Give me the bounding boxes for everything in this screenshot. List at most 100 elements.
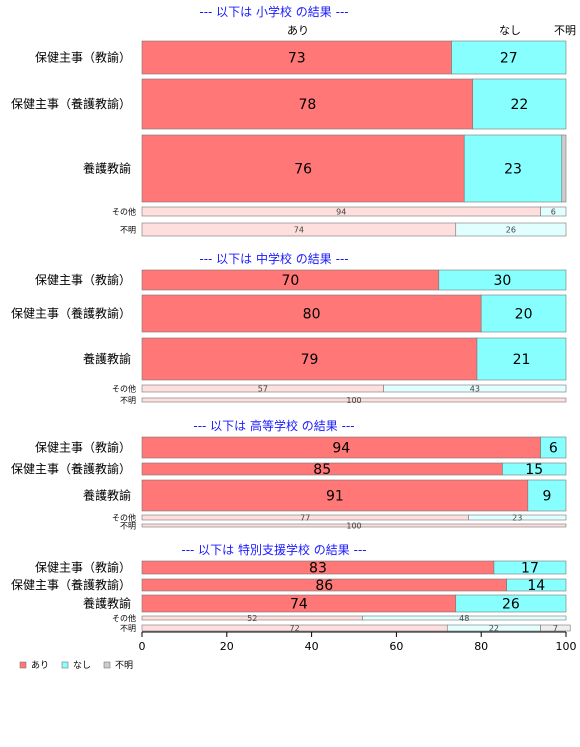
data-label: 72 xyxy=(290,624,300,633)
data-label: 94 xyxy=(332,441,350,457)
data-label: 22 xyxy=(489,624,499,633)
group-title: --- 以下は 中学校 の結果 --- xyxy=(199,251,348,266)
category-label: その他 xyxy=(112,384,136,394)
data-label: 74 xyxy=(290,597,308,613)
group-title: --- 以下は 高等学校 の結果 --- xyxy=(193,418,354,433)
category-label: 保健主事（教諭） xyxy=(35,272,131,287)
data-label: 21 xyxy=(513,352,531,368)
bar-segment xyxy=(463,134,563,203)
column-label: 不明 xyxy=(554,24,576,37)
legend-swatch xyxy=(19,661,27,669)
bar-segment xyxy=(506,578,567,592)
data-label: 26 xyxy=(506,226,516,235)
category-label: その他 xyxy=(112,613,136,623)
data-label: 9 xyxy=(542,489,551,505)
x-tick-label: 80 xyxy=(474,640,488,653)
column-label: あり xyxy=(287,24,309,37)
data-label: 78 xyxy=(298,97,316,113)
category-label: 保健主事（養護教諭） xyxy=(11,96,131,111)
category-label: 保健主事（養護教諭） xyxy=(11,306,131,321)
bar-segment xyxy=(141,40,452,75)
data-label: 20 xyxy=(515,307,533,323)
bar-segment xyxy=(451,40,567,75)
data-label: 23 xyxy=(512,514,522,523)
bar-segment xyxy=(561,134,567,203)
data-label: 23 xyxy=(504,162,522,178)
data-label: 91 xyxy=(326,489,344,505)
data-label: 73 xyxy=(288,51,306,67)
bar-segment xyxy=(480,294,567,333)
bar-segment xyxy=(141,397,567,403)
group-title: --- 以下は 特別支援学校 の結果 --- xyxy=(181,542,366,557)
category-label: 不明 xyxy=(120,226,136,235)
bar-segment xyxy=(141,337,478,381)
data-label: 27 xyxy=(500,51,518,67)
data-label: 30 xyxy=(493,273,511,289)
data-label: 100 xyxy=(346,522,361,531)
category-label: 保健主事（教諭） xyxy=(35,560,131,575)
data-label: 17 xyxy=(521,561,539,577)
bar-segment xyxy=(141,523,567,528)
bar-segment xyxy=(468,514,567,521)
data-label: 7 xyxy=(553,624,558,633)
bar-segment xyxy=(455,594,567,613)
bar-segment xyxy=(141,78,474,130)
data-label: 76 xyxy=(294,162,312,178)
category-label: 不明 xyxy=(120,624,136,633)
legend-swatch xyxy=(103,661,111,669)
bar-segment xyxy=(527,479,567,512)
x-tick-label: 60 xyxy=(389,640,403,653)
data-label: 22 xyxy=(510,97,528,113)
category-label: その他 xyxy=(112,207,136,217)
legend-label: あり xyxy=(31,660,49,671)
data-label: 85 xyxy=(313,462,331,478)
x-tick-label: 20 xyxy=(220,640,234,653)
category-label: 不明 xyxy=(120,522,136,531)
data-label: 43 xyxy=(470,385,480,394)
data-label: 48 xyxy=(459,614,469,623)
bar-segment xyxy=(141,134,465,203)
data-label: 26 xyxy=(502,597,520,613)
data-label: 83 xyxy=(309,561,327,577)
bar-segment xyxy=(540,624,571,632)
bar-segment xyxy=(362,615,567,621)
data-label: 6 xyxy=(549,441,558,457)
legend-label: なし xyxy=(73,660,91,671)
category-label: 養護教諭 xyxy=(83,161,131,176)
data-label: 74 xyxy=(294,226,304,235)
bar-segment xyxy=(540,436,567,459)
x-tick-label: 40 xyxy=(305,640,319,653)
category-label: 保健主事（教諭） xyxy=(35,50,131,65)
data-label: 77 xyxy=(300,514,310,523)
category-label: 養護教諭 xyxy=(83,488,131,503)
category-label: 保健主事（教諭） xyxy=(35,440,131,455)
data-label: 100 xyxy=(346,396,361,405)
legend-swatch xyxy=(61,661,69,669)
bar-segment xyxy=(540,206,567,217)
column-label: なし xyxy=(499,24,521,37)
category-label: 養護教諭 xyxy=(83,351,131,366)
data-label: 6 xyxy=(551,208,556,217)
bar-segment xyxy=(493,560,567,575)
category-label: 不明 xyxy=(120,396,136,405)
bar-segment xyxy=(472,78,567,130)
data-label: 94 xyxy=(336,208,346,217)
category-label: 養護教諭 xyxy=(83,596,131,611)
data-label: 79 xyxy=(301,352,319,368)
category-label: 保健主事（養護教諭） xyxy=(11,577,131,592)
bar-segment xyxy=(502,462,567,476)
bar-segment xyxy=(476,337,567,381)
data-label: 80 xyxy=(303,307,321,323)
data-label: 57 xyxy=(258,385,268,394)
group-title: --- 以下は 小学校 の結果 --- xyxy=(199,4,348,19)
category-label: 保健主事（養護教諭） xyxy=(11,461,131,476)
data-label: 86 xyxy=(315,578,333,594)
data-label: 14 xyxy=(527,578,545,594)
bar-segment xyxy=(383,384,567,393)
bar-segment xyxy=(438,269,567,291)
bar-segment xyxy=(455,222,567,237)
bar-segment xyxy=(141,479,529,512)
category-label: その他 xyxy=(112,513,136,523)
x-tick-label: 100 xyxy=(556,640,577,653)
